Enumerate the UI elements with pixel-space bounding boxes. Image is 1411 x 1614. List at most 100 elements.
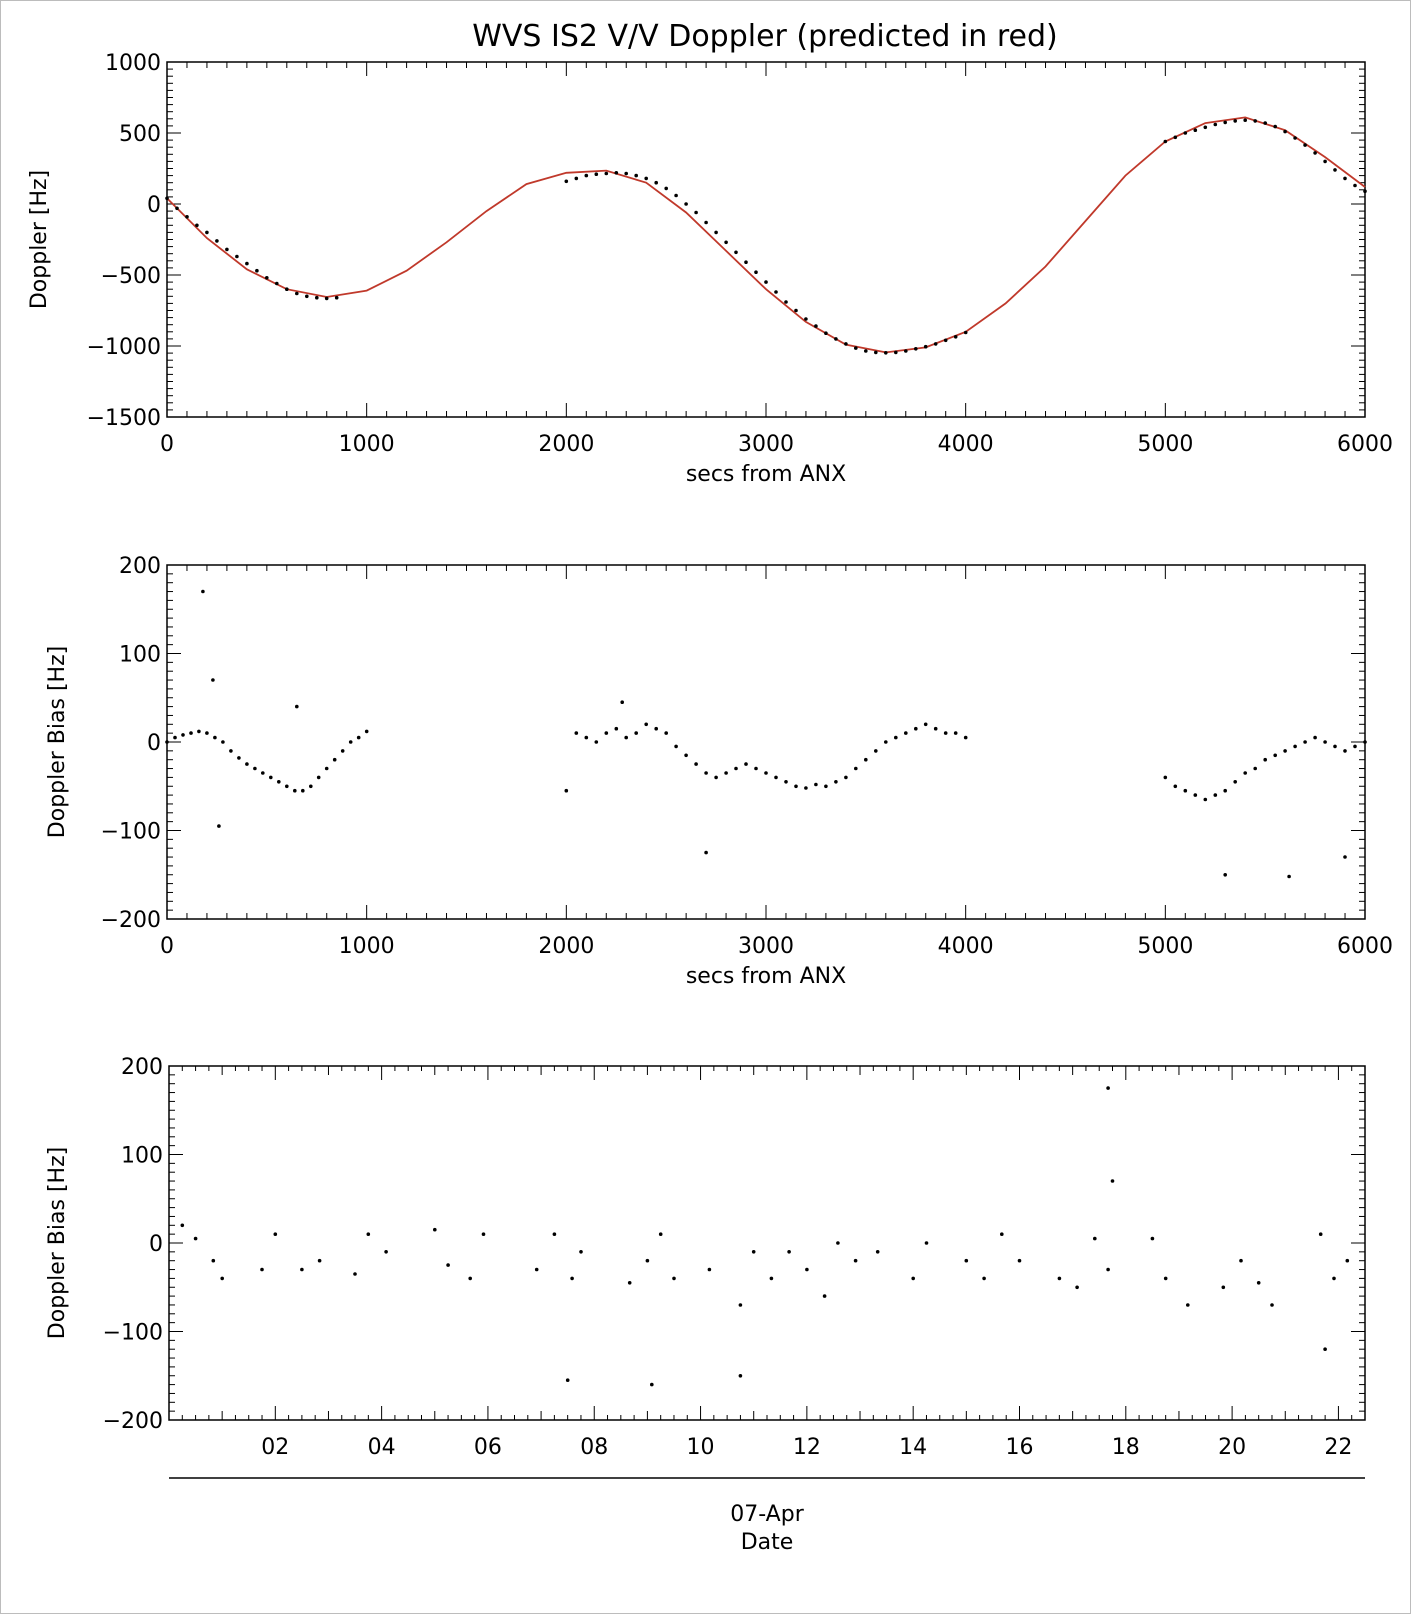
x-tick-label: 6000	[1337, 432, 1393, 457]
x-tick-label: 5000	[1137, 432, 1193, 457]
y-tick-label: 500	[119, 122, 161, 147]
data-point	[1110, 1179, 1115, 1183]
data-point	[261, 771, 265, 775]
data-point	[864, 757, 868, 762]
data-point	[293, 788, 297, 793]
data-point	[1221, 1285, 1226, 1290]
data-point	[943, 338, 948, 343]
x-tick-label: 4000	[938, 934, 994, 959]
y-tick-label: −200	[103, 1409, 163, 1434]
data-point	[446, 1263, 450, 1267]
data-point	[804, 786, 808, 790]
data-point	[784, 780, 788, 784]
data-point	[1213, 122, 1218, 127]
data-point	[694, 762, 698, 766]
x-tick-label: 4000	[938, 432, 994, 457]
data-point	[366, 1232, 371, 1236]
data-point	[982, 1276, 986, 1281]
y-tick-label: 1000	[105, 51, 161, 76]
data-point	[305, 294, 309, 299]
data-point	[1333, 168, 1337, 172]
data-point	[1313, 735, 1317, 740]
data-point	[854, 346, 858, 350]
data-point	[794, 308, 798, 313]
x-tick-label: 3000	[738, 934, 794, 959]
tick-labels: −1500 −1000 −500 0 500 1000 0 1000 2000 3000 4000 5…	[87, 51, 1393, 457]
data-point	[364, 729, 369, 734]
data-point	[924, 1241, 929, 1245]
tick-marks	[168, 1065, 1366, 1421]
data-point	[584, 173, 589, 178]
data-point	[894, 735, 898, 740]
data-point	[774, 775, 778, 780]
x-tick-label: 2000	[538, 934, 594, 959]
data-point	[481, 1232, 486, 1236]
data-point	[707, 1267, 712, 1272]
y-tick-label: −200	[101, 908, 161, 933]
data-point	[534, 1267, 539, 1272]
data-point	[1106, 1267, 1110, 1272]
data-point	[953, 731, 958, 735]
data-point	[953, 335, 958, 339]
data-point	[594, 740, 599, 744]
data-point	[552, 1232, 557, 1236]
data-point	[315, 295, 319, 300]
data-point	[738, 1374, 743, 1378]
data-point	[784, 300, 788, 304]
data-point	[704, 850, 708, 855]
data-point	[604, 171, 609, 176]
y-tick-label: 0	[147, 193, 161, 218]
data-point	[468, 1276, 473, 1281]
data-point	[189, 731, 193, 735]
series-layer	[165, 116, 1367, 355]
x-tick-label: 08	[580, 1435, 608, 1460]
x-tick-label: 06	[474, 1435, 502, 1460]
data-point	[724, 240, 728, 245]
data-point	[229, 749, 233, 753]
data-point	[1332, 1276, 1336, 1281]
data-point	[340, 749, 345, 753]
data-point	[627, 1281, 632, 1285]
data-point	[674, 744, 678, 749]
data-point	[714, 230, 718, 235]
data-point	[1223, 120, 1227, 125]
tick-labels: −200 −100 0 100 200 02 04 06 08 10 12 14 16 18 20 22	[103, 1055, 1353, 1460]
x-tick-label: 20	[1218, 1435, 1246, 1460]
data-point	[185, 215, 189, 219]
data-point	[1223, 788, 1227, 793]
data-point	[245, 762, 249, 766]
data-point	[255, 268, 259, 273]
data-point	[295, 291, 299, 296]
data-point	[963, 330, 968, 335]
data-point	[301, 788, 305, 793]
data-point	[914, 726, 918, 731]
data-point	[853, 1258, 858, 1263]
data-point	[836, 1241, 840, 1245]
y-tick-label: −100	[103, 1321, 163, 1346]
x-tick-label: 14	[899, 1435, 927, 1460]
data-point	[1283, 129, 1287, 134]
data-point	[884, 740, 888, 744]
data-point	[1323, 159, 1327, 164]
data-point	[1186, 1303, 1190, 1307]
plot-frame	[166, 564, 1366, 920]
data-point	[1293, 136, 1297, 140]
data-point	[933, 342, 938, 346]
data-point	[570, 1276, 574, 1281]
data-point	[213, 735, 217, 740]
data-point	[565, 1378, 570, 1382]
data-point	[933, 726, 938, 731]
data-point	[864, 349, 868, 353]
y-axis-label: Doppler Bias [Hz]	[45, 646, 70, 838]
data-point	[201, 589, 205, 594]
data-point	[923, 722, 928, 727]
data-point	[904, 349, 908, 353]
y-tick-label: −100	[101, 820, 161, 845]
data-point	[220, 1276, 224, 1281]
data-point	[814, 324, 818, 328]
data-point	[943, 731, 948, 735]
data-point	[894, 350, 898, 355]
